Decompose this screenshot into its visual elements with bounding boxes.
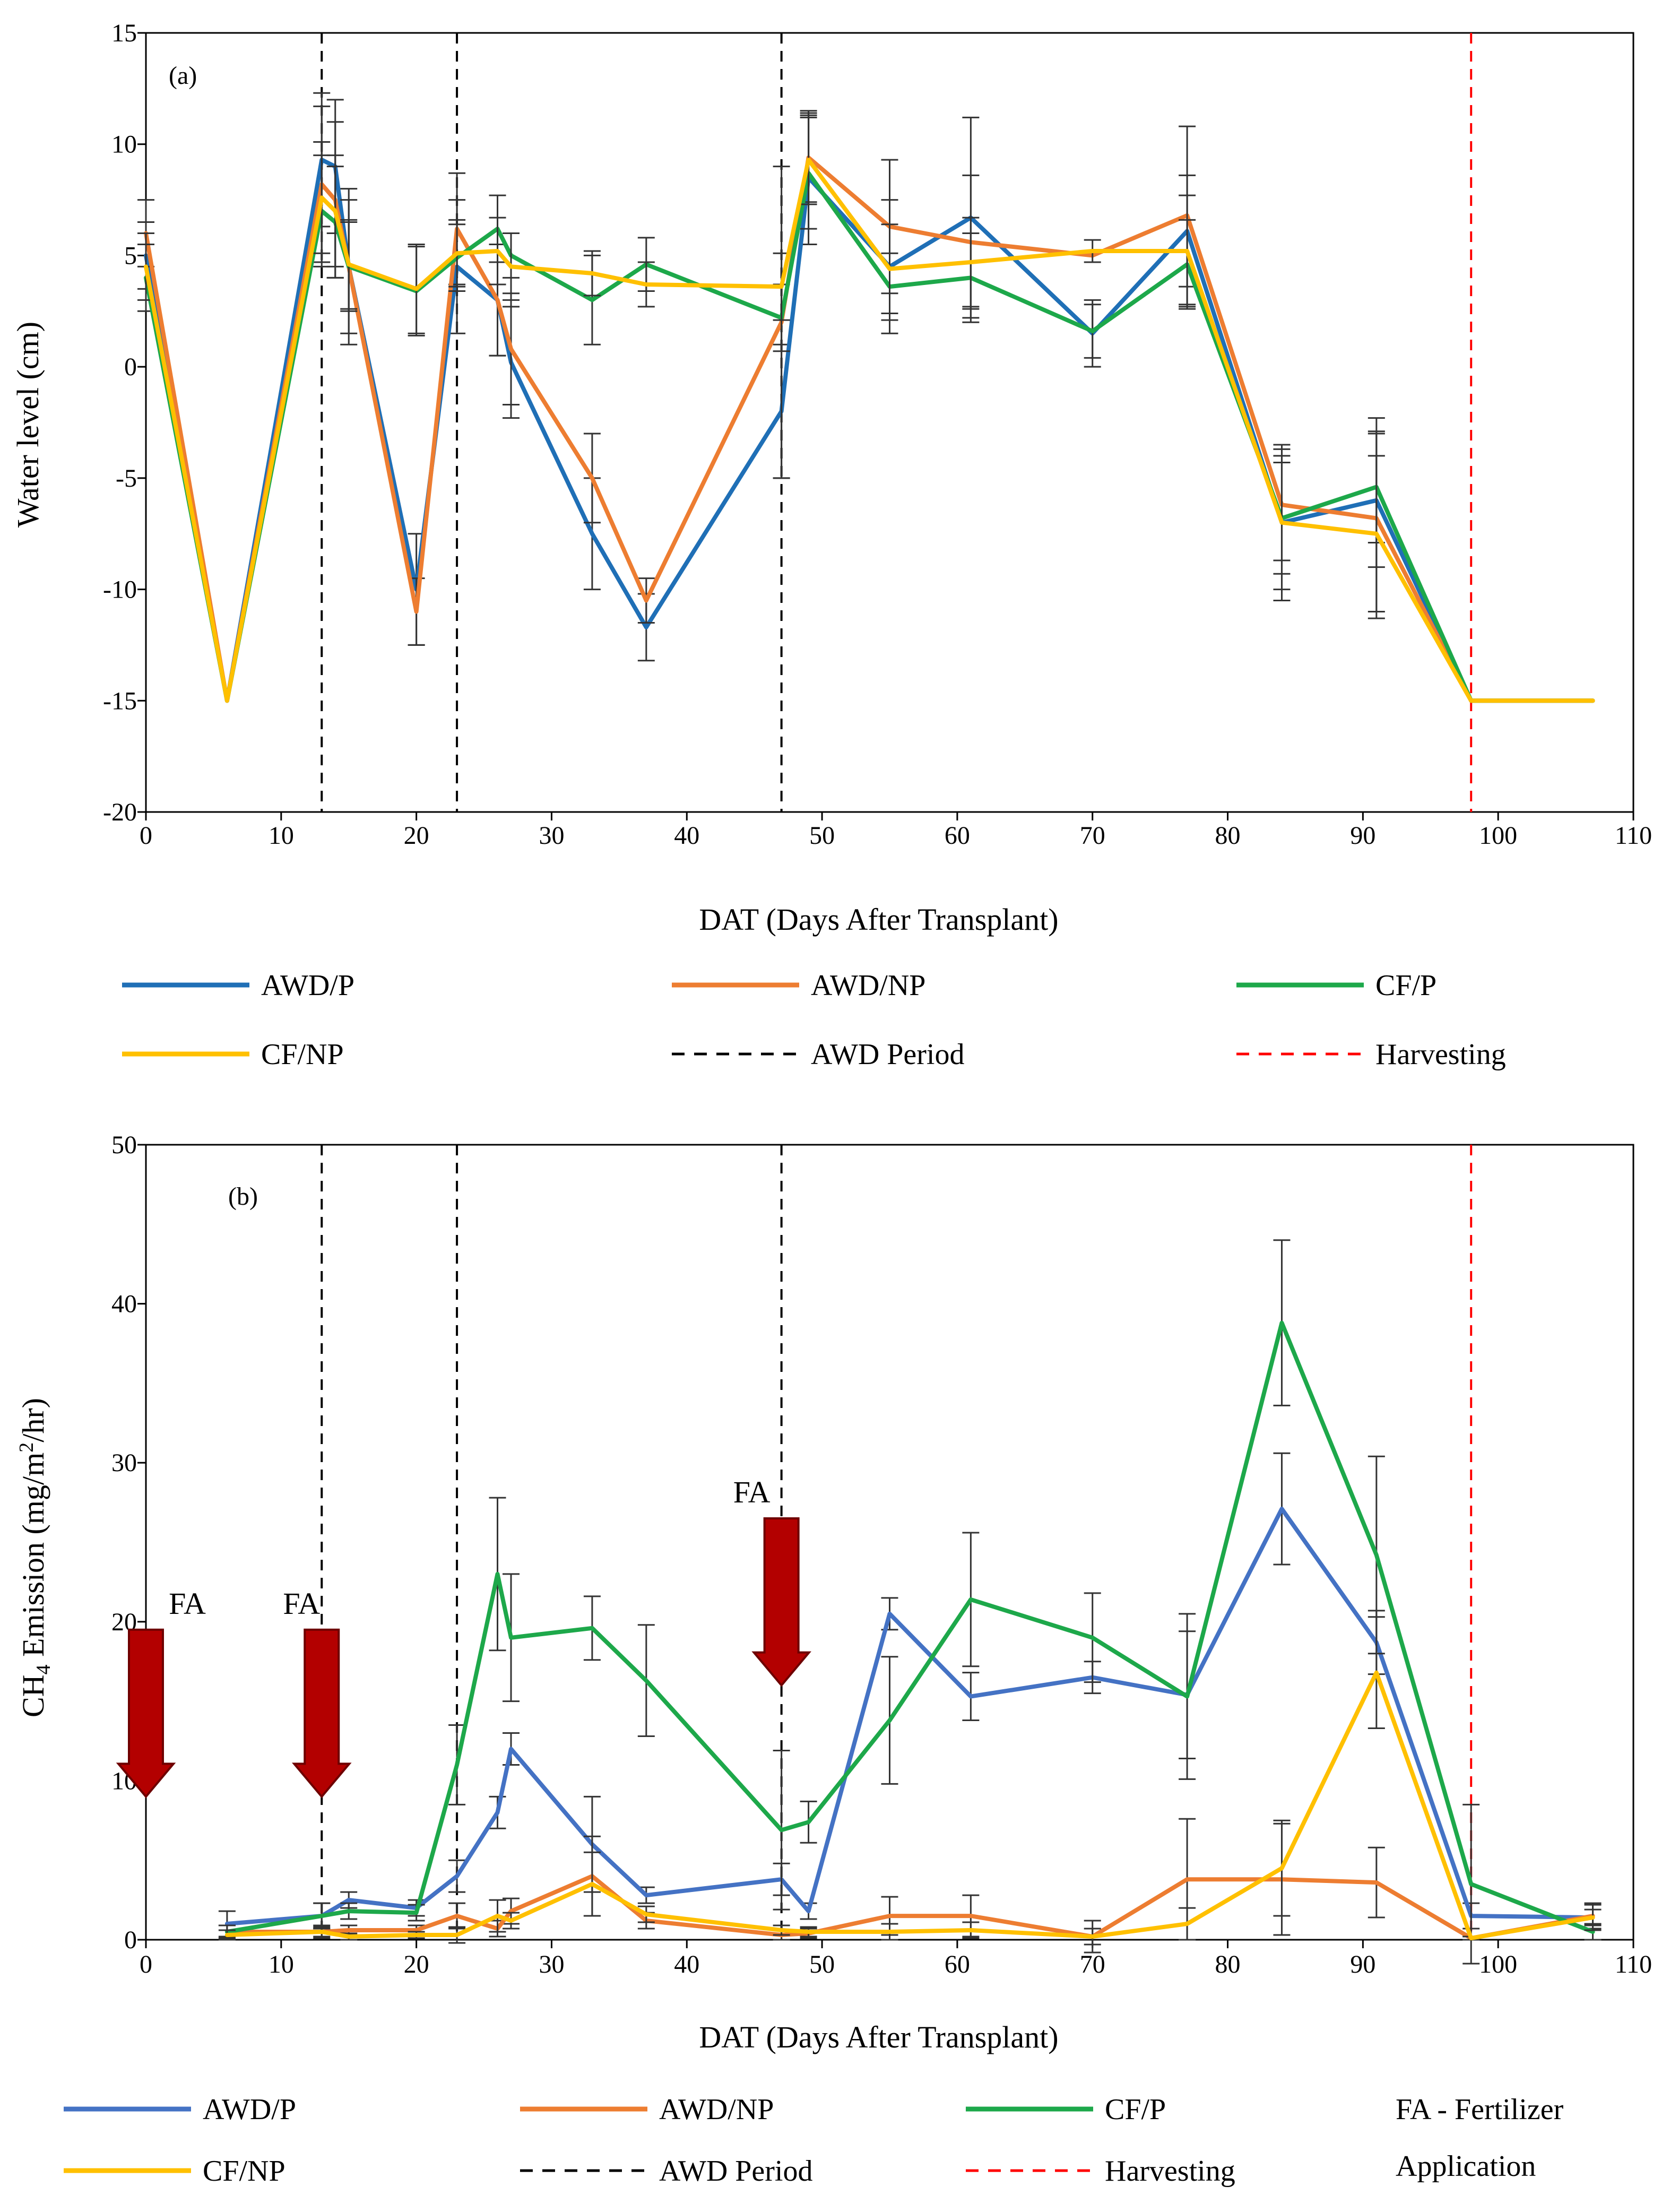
x-tick-label: 100: [1479, 822, 1517, 850]
legend-a-awd-period-label: AWD Period: [811, 1038, 964, 1071]
x-tick-label: 20: [404, 822, 429, 850]
fertilizer-application-arrow: [291, 1628, 352, 1799]
x-tick-label: 40: [674, 1950, 699, 1978]
panel-a-ylabel: Water level (cm): [11, 322, 45, 528]
x-tick-label: 100: [1479, 1950, 1517, 1978]
y-tick-label: 10: [111, 131, 137, 159]
legend-a-cf-p-label: CF/P: [1375, 969, 1436, 1002]
panel-a-label: (a): [169, 62, 197, 90]
x-tick-label: 10: [269, 822, 294, 850]
y-tick-label: 30: [111, 1449, 137, 1477]
series-line-awd-p: [144, 158, 1595, 703]
fertilizer-application-arrow: [751, 1517, 811, 1687]
x-tick-label: 10: [269, 1950, 294, 1978]
x-tick-label: 0: [140, 822, 152, 850]
legend-b-harvesting-label: Harvesting: [1105, 2155, 1235, 2188]
legend-b-fa-note-line1: FA - Fertilizer: [1396, 2093, 1564, 2126]
y-tick-label: 50: [111, 1131, 137, 1159]
y-tick-label: 15: [111, 19, 137, 47]
fertilizer-application-label: FA: [169, 1586, 206, 1621]
x-tick-label: 30: [539, 1950, 564, 1978]
x-tick-label: 0: [140, 1950, 152, 1978]
panel-b-label: (b): [228, 1182, 258, 1211]
panel-a-xlabel: DAT (Days After Transplant): [699, 902, 1058, 937]
legend-a-awd-np-label: AWD/NP: [811, 969, 925, 1002]
panel-b-ylabel-sub: 4: [32, 1664, 55, 1674]
x-tick-label: 60: [945, 1950, 970, 1978]
y-tick-label: -20: [103, 798, 137, 826]
y-tick-label: 5: [124, 241, 137, 270]
panel-b-ylabel-mid: Emission (mg/m: [16, 1453, 50, 1665]
legend-a-harvesting-label: Harvesting: [1375, 1038, 1506, 1071]
legend-b-fa-note-line2: Application: [1396, 2150, 1536, 2183]
panel-a-plot-frame: [145, 32, 1634, 813]
legend-a-awd-p-label: AWD/P: [261, 969, 354, 1002]
series-line-cf-p: [224, 1320, 1595, 1934]
legend-b-awd-period-label: AWD Period: [659, 2155, 812, 2188]
y-tick-label: -10: [103, 576, 137, 604]
x-tick-label: 20: [404, 1950, 429, 1978]
series-line-cf-np: [144, 158, 1595, 703]
x-tick-label: 70: [1080, 822, 1105, 850]
x-tick-label: 50: [809, 822, 835, 850]
legend-b-cf-p-label: CF/P: [1105, 2093, 1166, 2126]
y-tick-label: 40: [111, 1290, 137, 1318]
panel-b-fertilizer-arrows: FA FA FA: [116, 1475, 811, 1799]
legend-b-awd-p-label: AWD/P: [203, 2093, 296, 2126]
fertilizer-application-label: FA: [733, 1475, 771, 1509]
panel-a-axes: 0 10 20 30 40 50 60 70 80 90 100 110 -20 -15 -10 -5 0 5 10…: [103, 19, 1652, 850]
panel-b-xlabel: DAT (Days After Transplant): [699, 2020, 1058, 2054]
fertilizer-application-arrow: [116, 1628, 176, 1799]
y-tick-label: 0: [124, 1926, 137, 1954]
x-tick-label: 110: [1615, 822, 1652, 850]
x-tick-label: 60: [945, 822, 970, 850]
x-tick-label: 80: [1215, 822, 1241, 850]
x-tick-label: 70: [1080, 1950, 1105, 1978]
y-tick-label: -15: [103, 687, 137, 715]
x-tick-label: 80: [1215, 1950, 1241, 1978]
series-line-cf-np: [224, 1670, 1595, 1940]
panel-b-ylabel-sup: 2: [15, 1442, 38, 1453]
x-tick-label: 30: [539, 822, 564, 850]
panel-a-water-level: 0 10 20 30 40 50 60 70 80 90 100 110 -20 -15 -10 -5 0 5 10…: [11, 19, 1652, 937]
x-tick-label: 110: [1615, 1950, 1652, 1978]
x-tick-label: 50: [809, 1950, 835, 1978]
y-tick-label: 0: [124, 353, 137, 381]
y-tick-label: -5: [116, 464, 137, 492]
panel-b-ylabel: CH4 Emission (mg/m2/hr): [15, 1398, 55, 1717]
x-tick-label: 90: [1350, 822, 1375, 850]
x-tick-label: 40: [674, 822, 699, 850]
legend-a-cf-np-label: CF/NP: [261, 1038, 344, 1071]
panel-a-marks: [137, 33, 1595, 812]
legend-b-awd-np-label: AWD/NP: [659, 2093, 774, 2126]
legend-b: AWD/P AWD/NP CF/P CF/NP AWD Period Harve…: [64, 2093, 1564, 2188]
legend-a: AWD/P AWD/NP CF/P CF/NP AWD Period Harve…: [122, 969, 1506, 1071]
legend-b-cf-np-label: CF/NP: [203, 2155, 285, 2188]
panel-b-ylabel-end: /hr): [16, 1398, 50, 1442]
panel-b-ylabel-ch: CH: [16, 1674, 50, 1717]
x-tick-label: 90: [1350, 1950, 1375, 1978]
fertilizer-application-label: FA: [283, 1586, 320, 1621]
